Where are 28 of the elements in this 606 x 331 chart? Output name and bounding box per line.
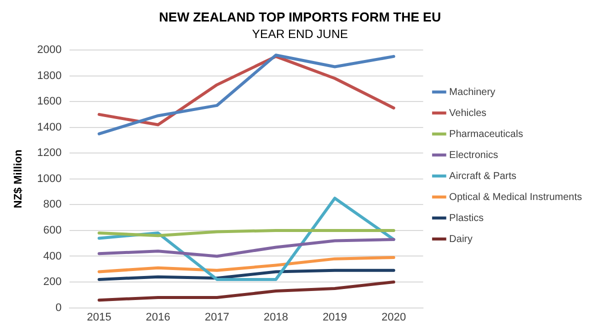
legend-label: Aircraft & Parts: [449, 170, 516, 182]
x-tick-label: 2016: [146, 311, 170, 324]
y-tick-label: 800: [43, 198, 62, 211]
legend-label: Pharmaceuticals: [449, 128, 524, 140]
y-tick-label: 2000: [37, 44, 62, 56]
legend-label: Machinery: [449, 86, 496, 98]
y-tick-label: 1000: [37, 172, 62, 185]
legend-label: Dairy: [449, 234, 473, 245]
x-tick-label: 2019: [322, 311, 348, 324]
y-tick-label: 1400: [37, 121, 62, 134]
legend-label: Plastics: [449, 212, 484, 224]
x-tick-label: 2020: [381, 311, 406, 324]
y-tick-label: 1800: [37, 70, 62, 82]
y-tick-label: 1600: [37, 96, 62, 108]
chart-subtitle: YEAR END JUNE: [252, 27, 348, 42]
y-tick-label: 1200: [37, 147, 62, 160]
x-tick-label: 2018: [264, 311, 288, 324]
y-axis-title: NZ$ Million: [12, 149, 25, 208]
y-tick-label: 400: [43, 250, 62, 262]
legend-label: Electronics: [449, 150, 498, 161]
legend-label: Vehicles: [449, 108, 486, 119]
y-tick-label: 200: [43, 276, 62, 288]
x-tick-label: 2017: [204, 311, 230, 324]
chart-title: NEW ZEALAND TOP IMPORTS FORM THE EU: [159, 9, 441, 24]
y-tick-label: 0: [56, 302, 62, 314]
x-tick-label: 2015: [86, 311, 112, 324]
legend-label: Optical & Medical Instruments: [449, 192, 582, 203]
y-tick-label: 600: [43, 224, 62, 236]
